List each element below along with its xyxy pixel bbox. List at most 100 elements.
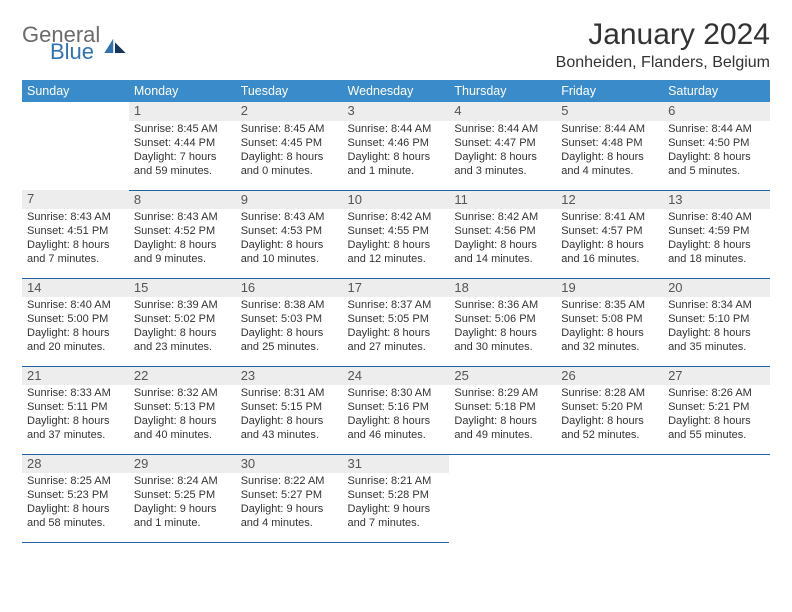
daylight-line: Daylight: 7 hours and 59 minutes. [134, 150, 231, 178]
weekday-row: SundayMondayTuesdayWednesdayThursdayFrid… [22, 80, 770, 102]
sunset-line: Sunset: 5:28 PM [348, 488, 445, 502]
calendar-row: 1Sunrise: 8:45 AMSunset: 4:44 PMDaylight… [22, 102, 770, 190]
calendar-row: 14Sunrise: 8:40 AMSunset: 5:00 PMDayligh… [22, 278, 770, 366]
daylight-line: Daylight: 8 hours and 5 minutes. [668, 150, 765, 178]
sunrise-line: Sunrise: 8:42 AM [348, 210, 445, 224]
day-number: 18 [449, 279, 556, 298]
sunset-line: Sunset: 4:45 PM [241, 136, 338, 150]
daylight-line: Daylight: 8 hours and 55 minutes. [668, 414, 765, 442]
calendar-row: 21Sunrise: 8:33 AMSunset: 5:11 PMDayligh… [22, 366, 770, 454]
sunset-line: Sunset: 5:08 PM [561, 312, 658, 326]
sunrise-line: Sunrise: 8:29 AM [454, 386, 551, 400]
daylight-line: Daylight: 8 hours and 20 minutes. [27, 326, 124, 354]
empty-cell [449, 454, 556, 542]
day-cell: 30Sunrise: 8:22 AMSunset: 5:27 PMDayligh… [236, 454, 343, 542]
weekday-header: Friday [556, 80, 663, 102]
sunset-line: Sunset: 4:56 PM [454, 224, 551, 238]
sunset-line: Sunset: 4:52 PM [134, 224, 231, 238]
sunset-line: Sunset: 5:20 PM [561, 400, 658, 414]
day-cell: 19Sunrise: 8:35 AMSunset: 5:08 PMDayligh… [556, 278, 663, 366]
daylight-line: Daylight: 8 hours and 1 minute. [348, 150, 445, 178]
sunset-line: Sunset: 4:55 PM [348, 224, 445, 238]
sunrise-line: Sunrise: 8:43 AM [134, 210, 231, 224]
day-cell: 3Sunrise: 8:44 AMSunset: 4:46 PMDaylight… [343, 102, 450, 190]
day-number: 15 [129, 279, 236, 298]
sunrise-line: Sunrise: 8:30 AM [348, 386, 445, 400]
daylight-line: Daylight: 8 hours and 25 minutes. [241, 326, 338, 354]
day-number: 9 [236, 191, 343, 210]
sunset-line: Sunset: 5:13 PM [134, 400, 231, 414]
day-cell: 2Sunrise: 8:45 AMSunset: 4:45 PMDaylight… [236, 102, 343, 190]
sunrise-line: Sunrise: 8:38 AM [241, 298, 338, 312]
sunrise-line: Sunrise: 8:44 AM [348, 122, 445, 136]
sunrise-line: Sunrise: 8:44 AM [668, 122, 765, 136]
daylight-line: Daylight: 8 hours and 14 minutes. [454, 238, 551, 266]
empty-cell [556, 454, 663, 542]
sunrise-line: Sunrise: 8:35 AM [561, 298, 658, 312]
sunset-line: Sunset: 4:51 PM [27, 224, 124, 238]
day-number: 30 [236, 455, 343, 474]
sunrise-line: Sunrise: 8:25 AM [27, 474, 124, 488]
title-block: January 2024 Bonheiden, Flanders, Belgiu… [556, 18, 770, 72]
daylight-line: Daylight: 8 hours and 46 minutes. [348, 414, 445, 442]
day-number: 19 [556, 279, 663, 298]
sunset-line: Sunset: 5:16 PM [348, 400, 445, 414]
day-number: 1 [129, 102, 236, 121]
day-number: 2 [236, 102, 343, 121]
sunset-line: Sunset: 5:23 PM [27, 488, 124, 502]
logo-sail-icon [104, 37, 126, 53]
sunrise-line: Sunrise: 8:37 AM [348, 298, 445, 312]
sunrise-line: Sunrise: 8:22 AM [241, 474, 338, 488]
weekday-header: Wednesday [343, 80, 450, 102]
day-cell: 11Sunrise: 8:42 AMSunset: 4:56 PMDayligh… [449, 190, 556, 278]
sunset-line: Sunset: 5:27 PM [241, 488, 338, 502]
day-number: 29 [129, 455, 236, 474]
sunrise-line: Sunrise: 8:33 AM [27, 386, 124, 400]
day-cell: 10Sunrise: 8:42 AMSunset: 4:55 PMDayligh… [343, 190, 450, 278]
calendar-body: 1Sunrise: 8:45 AMSunset: 4:44 PMDaylight… [22, 102, 770, 542]
sunset-line: Sunset: 5:18 PM [454, 400, 551, 414]
sunrise-line: Sunrise: 8:39 AM [134, 298, 231, 312]
day-number: 27 [663, 367, 770, 386]
weekday-header: Tuesday [236, 80, 343, 102]
daylight-line: Daylight: 8 hours and 3 minutes. [454, 150, 551, 178]
day-cell: 13Sunrise: 8:40 AMSunset: 4:59 PMDayligh… [663, 190, 770, 278]
day-cell: 27Sunrise: 8:26 AMSunset: 5:21 PMDayligh… [663, 366, 770, 454]
daylight-line: Daylight: 8 hours and 12 minutes. [348, 238, 445, 266]
sunrise-line: Sunrise: 8:36 AM [454, 298, 551, 312]
day-number: 16 [236, 279, 343, 298]
daylight-line: Daylight: 8 hours and 52 minutes. [561, 414, 658, 442]
daylight-line: Daylight: 9 hours and 1 minute. [134, 502, 231, 530]
sunset-line: Sunset: 5:06 PM [454, 312, 551, 326]
day-number: 17 [343, 279, 450, 298]
sunrise-line: Sunrise: 8:21 AM [348, 474, 445, 488]
day-cell: 4Sunrise: 8:44 AMSunset: 4:47 PMDaylight… [449, 102, 556, 190]
day-cell: 14Sunrise: 8:40 AMSunset: 5:00 PMDayligh… [22, 278, 129, 366]
day-number: 8 [129, 191, 236, 210]
calendar-table: SundayMondayTuesdayWednesdayThursdayFrid… [22, 80, 770, 543]
day-number: 22 [129, 367, 236, 386]
day-number: 3 [343, 102, 450, 121]
day-cell: 18Sunrise: 8:36 AMSunset: 5:06 PMDayligh… [449, 278, 556, 366]
sunrise-line: Sunrise: 8:34 AM [668, 298, 765, 312]
day-cell: 1Sunrise: 8:45 AMSunset: 4:44 PMDaylight… [129, 102, 236, 190]
daylight-line: Daylight: 8 hours and 35 minutes. [668, 326, 765, 354]
day-cell: 16Sunrise: 8:38 AMSunset: 5:03 PMDayligh… [236, 278, 343, 366]
day-number: 31 [343, 455, 450, 474]
day-number: 10 [343, 191, 450, 210]
sunset-line: Sunset: 4:57 PM [561, 224, 658, 238]
day-cell: 7Sunrise: 8:43 AMSunset: 4:51 PMDaylight… [22, 190, 129, 278]
day-cell: 29Sunrise: 8:24 AMSunset: 5:25 PMDayligh… [129, 454, 236, 542]
sunset-line: Sunset: 5:15 PM [241, 400, 338, 414]
day-cell: 6Sunrise: 8:44 AMSunset: 4:50 PMDaylight… [663, 102, 770, 190]
logo: General Blue [22, 18, 126, 70]
sunrise-line: Sunrise: 8:40 AM [27, 298, 124, 312]
sunrise-line: Sunrise: 8:44 AM [561, 122, 658, 136]
sunrise-line: Sunrise: 8:24 AM [134, 474, 231, 488]
calendar-head: SundayMondayTuesdayWednesdayThursdayFrid… [22, 80, 770, 102]
location: Bonheiden, Flanders, Belgium [556, 54, 770, 72]
day-cell: 24Sunrise: 8:30 AMSunset: 5:16 PMDayligh… [343, 366, 450, 454]
day-number: 6 [663, 102, 770, 121]
daylight-line: Daylight: 8 hours and 7 minutes. [27, 238, 124, 266]
day-cell: 12Sunrise: 8:41 AMSunset: 4:57 PMDayligh… [556, 190, 663, 278]
